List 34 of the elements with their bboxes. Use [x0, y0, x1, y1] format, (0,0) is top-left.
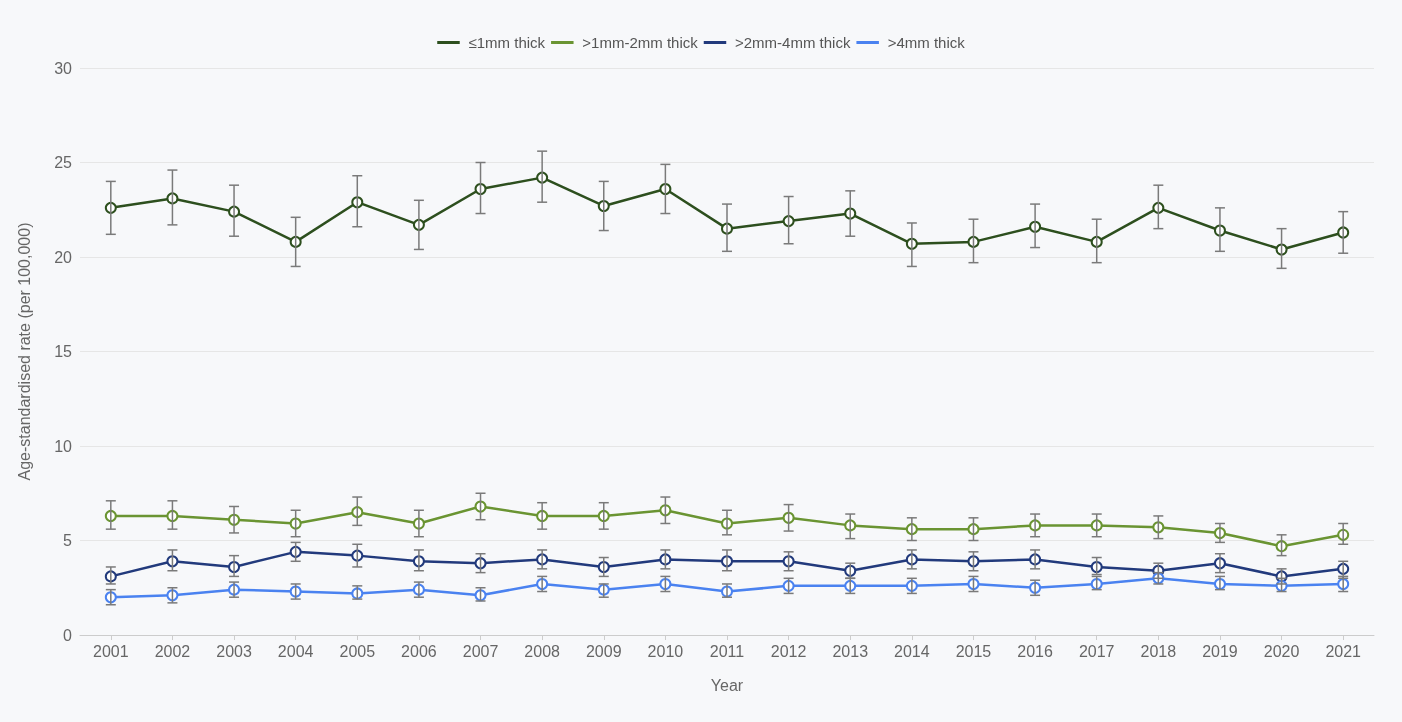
x-tick-label: 2018 [1140, 642, 1177, 660]
x-tick-label: 2005 [339, 642, 376, 660]
legend-label: >4mm thick [887, 34, 966, 51]
y-tick-label: 30 [54, 59, 73, 77]
y-tick-label: 5 [63, 532, 73, 549]
x-tick-label: 2008 [524, 642, 561, 660]
legend-label: >1mm-2mm thick [582, 34, 699, 51]
x-tick-label: 2004 [277, 642, 314, 660]
x-tick-label: 2021 [1325, 642, 1362, 660]
x-tick-label: 2006 [401, 642, 437, 660]
x-axis-title: Year [710, 676, 744, 694]
x-tick-label: 2011 [709, 642, 745, 660]
x-tick-label: 2002 [154, 642, 191, 660]
y-tick-label: 15 [54, 343, 73, 360]
x-tick-label: 2009 [585, 642, 622, 660]
y-tick-label: 25 [54, 154, 73, 171]
x-tick-label: 2020 [1263, 642, 1300, 660]
x-tick-label: 2015 [955, 642, 992, 660]
x-tick-label: 2007 [462, 642, 499, 660]
y-tick-label: 0 [63, 626, 73, 644]
x-tick-label: 2003 [216, 642, 252, 660]
x-tick-label: 2019 [1202, 642, 1238, 660]
legend-label: >2mm-4mm thick [734, 34, 851, 51]
x-tick-label: 2017 [1078, 642, 1115, 660]
x-tick-label: 2001 [93, 642, 129, 660]
x-tick-label: 2012 [770, 642, 807, 660]
legend-label: ≤1mm thick [468, 34, 546, 51]
x-tick-label: 2013 [832, 642, 869, 660]
y-tick-label: 10 [54, 437, 73, 455]
y-axis-title: Age-standardised rate (per 100,000) [15, 222, 33, 481]
x-tick-label: 2010 [647, 642, 684, 660]
x-tick-label: 2016 [1017, 642, 1053, 660]
x-tick-label: 2014 [894, 642, 930, 660]
y-tick-label: 20 [54, 248, 73, 266]
